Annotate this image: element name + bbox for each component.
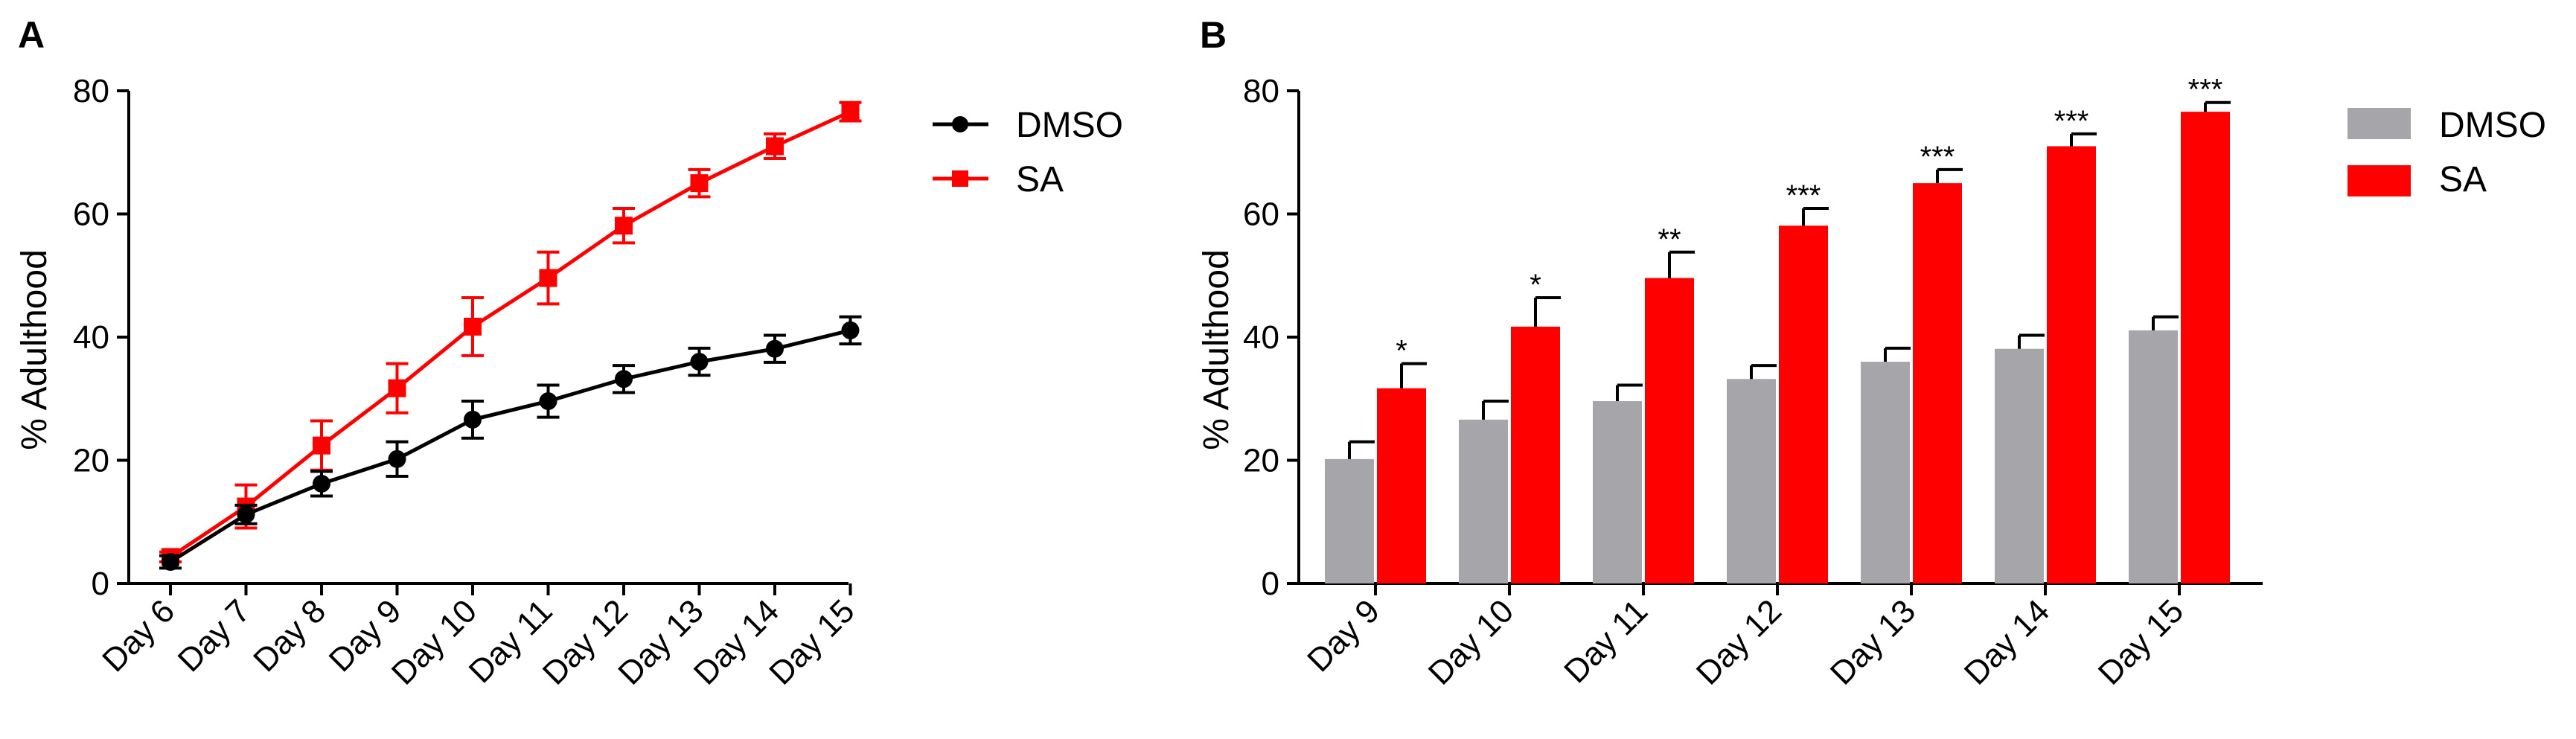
- panel-b-legend-dmso-label: DMSO: [2439, 106, 2546, 145]
- panel-a-x-tick-label-day-8: Day 8: [246, 592, 333, 679]
- panel-b-y-tick-label: 0: [1262, 566, 1279, 602]
- panel-a-x-tick-label-day-10: Day 10: [385, 592, 484, 691]
- panel-a-dmso-point: [690, 353, 709, 371]
- panel-b-bar-chart: B % Adulthood 0 20 40 60 80 Day 9 Day 10 Day 1…: [1197, 14, 2546, 692]
- panel-b-bar-sa-day-12: [1779, 225, 1828, 583]
- panel-b-significance-day-9: *: [1396, 335, 1407, 368]
- panel-b-bar-dmso-day-9: [1325, 458, 1374, 583]
- panel-a-sa-point: [313, 436, 330, 455]
- panel-a-y-tick-label: 80: [73, 73, 109, 109]
- panel-a-y-tick-label: 40: [73, 319, 109, 356]
- panel-a-x-tick-label-day-7: Day 7: [171, 592, 258, 679]
- panel-a-dmso-point: [841, 321, 860, 339]
- panel-b-bar-dmso-day-14: [1995, 348, 2044, 583]
- panel-a-x-tick-label-day-13: Day 13: [611, 592, 710, 691]
- panel-a-sa-point: [464, 317, 482, 336]
- panel-a-x-tick-label-day-14: Day 14: [687, 592, 786, 691]
- panel-b-x-tick-label-day-13: Day 13: [1824, 592, 1923, 691]
- panel-a-legend-item-dmso: DMSO: [933, 106, 1123, 145]
- panel-a-legend-sa-label: SA: [1016, 160, 1064, 199]
- panel-b-significance-day-14: ***: [2054, 105, 2089, 138]
- panel-b-x-tick-label-day-12: Day 12: [1690, 592, 1789, 691]
- panel-a-legend-item-sa: SA: [933, 160, 1064, 199]
- panel-b-y-tick-label: 60: [1243, 196, 1279, 233]
- panel-b-x-tick-label-day-11: Day 11: [1557, 592, 1655, 690]
- panel-a-y-ticks: 0 20 40 60 80: [73, 73, 129, 602]
- panel-b-legend-sa-label: SA: [2439, 160, 2487, 199]
- panel-b-legend-item-dmso: DMSO: [2348, 106, 2546, 145]
- panel-b-y-tick-label: 80: [1243, 73, 1279, 109]
- panel-b-significance-day-12: ***: [1786, 179, 1821, 212]
- panel-b-legend: DMSO SA: [2348, 106, 2546, 199]
- panel-b-bar-dmso-day-13: [1861, 362, 1910, 583]
- panel-a-legend: DMSO SA: [933, 106, 1123, 199]
- panel-b-significance: ****************: [1396, 74, 2222, 368]
- panel-b-bar-sa-day-14: [2047, 146, 2096, 584]
- panel-b-bar-dmso-day-11: [1593, 401, 1642, 583]
- panel-b-y-ticks: 0 20 40 60 80: [1243, 73, 1299, 602]
- panel-b-x-tick-label-day-14: Day 14: [1957, 592, 2056, 691]
- panel-a-dmso-line: [169, 328, 851, 564]
- panel-a-y-tick-label: 60: [73, 196, 109, 233]
- panel-a-series: [159, 100, 862, 572]
- panel-b-legend-item-sa: SA: [2348, 160, 2487, 199]
- panel-b-bar-sa-day-11: [1645, 278, 1694, 583]
- panel-a-sa-point: [766, 137, 784, 156]
- panel-a-sa-point: [388, 379, 406, 397]
- panel-a-dmso-point: [237, 505, 255, 524]
- panel-b-significance-day-10: *: [1530, 269, 1541, 301]
- panel-a-dmso-point: [313, 474, 330, 493]
- panel-b-bars: [1325, 100, 2231, 584]
- panel-a-series-dmso: [159, 315, 862, 572]
- panel-a-x-tick-label-day-15: Day 15: [762, 592, 861, 691]
- panel-a-dmso-point: [539, 392, 557, 411]
- panel-b-legend-sa-swatch: [2348, 165, 2411, 196]
- panel-b-bar-sa-day-15: [2181, 112, 2230, 583]
- panel-a-sa-point: [841, 103, 860, 121]
- panel-b-x-ticks: Day 9 Day 10 Day 11 Day 12 Day 13 Day 14 Day 1…: [1300, 583, 2190, 692]
- panel-a-legend-dmso-marker: [952, 116, 968, 132]
- panel-b-legend-dmso-swatch: [2348, 108, 2411, 139]
- panel-b-x-tick-label-day-10: Day 10: [1422, 592, 1521, 691]
- panel-a-x-tick-label-day-12: Day 12: [536, 592, 635, 691]
- panel-a-y-tick-label: 20: [73, 443, 109, 479]
- panel-b-x-tick-label-day-15: Day 15: [2091, 592, 2190, 691]
- panel-a-y-tick-label: 0: [92, 566, 109, 602]
- panel-b-y-tick-label: 20: [1243, 443, 1279, 479]
- panel-b-bar-sa-day-10: [1511, 326, 1560, 583]
- panel-a-series-sa: [159, 100, 862, 566]
- panel-a-legend-dmso-label: DMSO: [1016, 106, 1123, 145]
- panel-a-dmso-point: [388, 450, 406, 468]
- panel-b-letter: B: [1200, 14, 1227, 56]
- panel-b-significance-day-13: ***: [1920, 141, 1955, 173]
- panel-b-bar-sa-day-9: [1377, 388, 1426, 583]
- panel-b-significance-day-11: **: [1658, 223, 1681, 256]
- panel-a-dmso-point: [162, 553, 179, 572]
- panel-a-sa-point: [690, 174, 709, 193]
- panel-a-dmso-point: [464, 410, 482, 429]
- panel-a-sa-point: [615, 217, 633, 235]
- panel-b-bar-dmso-day-15: [2129, 330, 2178, 583]
- panel-b-significance-day-15: ***: [2188, 74, 2223, 106]
- panel-b-y-axis-title: % Adulthood: [1197, 249, 1236, 450]
- panel-a-dmso-point: [615, 370, 633, 388]
- panel-a-legend-sa-marker: [952, 170, 968, 187]
- panel-b-bar-dmso-day-10: [1459, 419, 1508, 583]
- panel-a-x-tick-label-day-6: Day 6: [95, 592, 182, 679]
- panel-b-bar-sa-day-13: [1913, 183, 1962, 583]
- panel-a-y-axis-title: % Adulthood: [15, 249, 54, 450]
- panel-b-x-tick-label-day-9: Day 9: [1300, 592, 1387, 679]
- panel-a-sa-point: [539, 269, 557, 287]
- panel-b-bar-dmso-day-12: [1727, 379, 1776, 583]
- panel-a-sa-line: [169, 109, 851, 559]
- panel-a-dmso-point: [766, 339, 784, 358]
- panel-a-letter: A: [18, 14, 45, 56]
- panel-b-y-tick-label: 40: [1243, 319, 1279, 356]
